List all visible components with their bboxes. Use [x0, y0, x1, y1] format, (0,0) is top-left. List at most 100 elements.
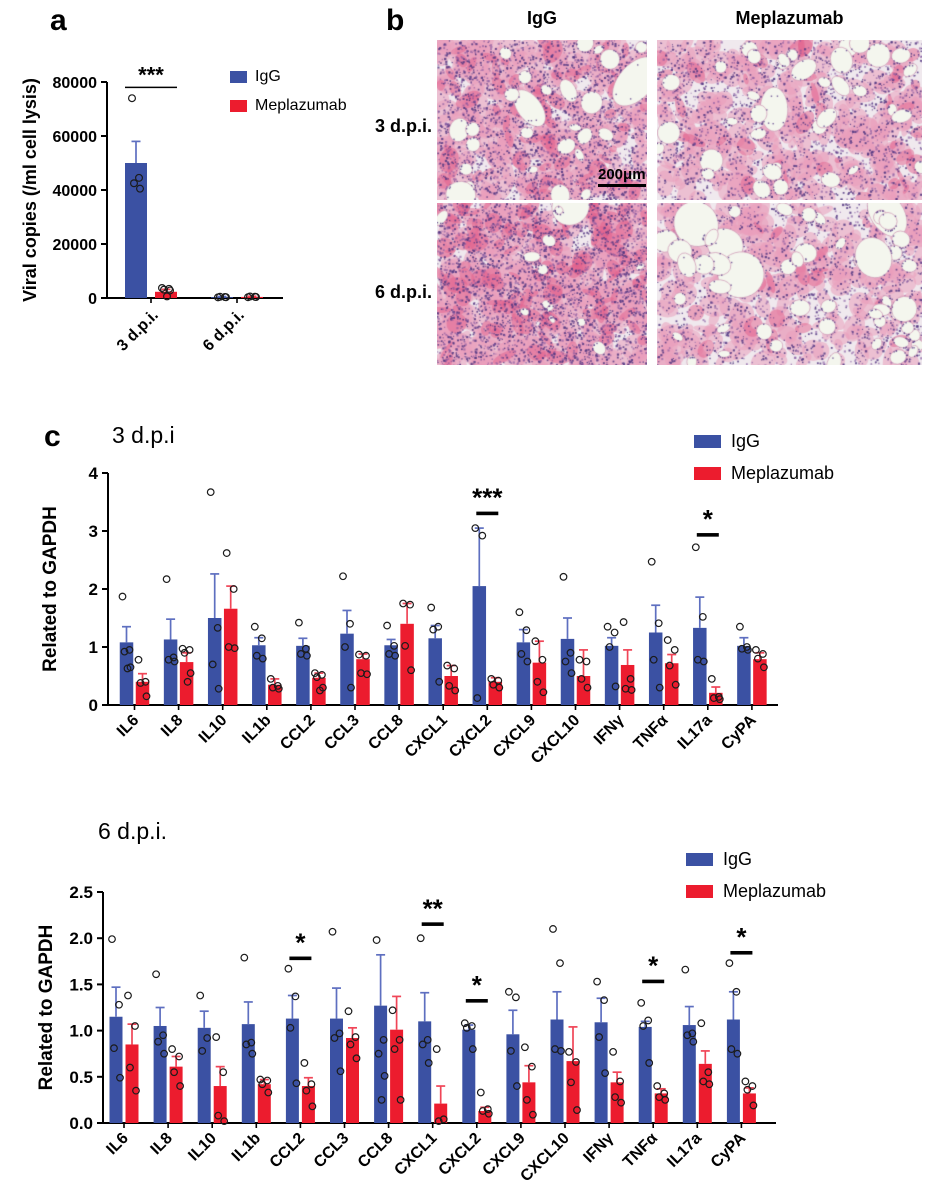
data-point	[134, 655, 143, 664]
data-point	[396, 1096, 405, 1104]
x-tick-label: IL1b	[229, 1130, 264, 1165]
data-point	[163, 292, 172, 301]
data-point	[476, 1088, 485, 1097]
legend-item-igg: IgG	[230, 68, 347, 86]
data-point	[483, 1105, 492, 1114]
significance-line	[476, 511, 499, 516]
data-point	[180, 648, 189, 657]
legend-label-igg: IgG	[723, 849, 753, 869]
data-point	[351, 1033, 360, 1041]
y-tick-label: 2.5	[69, 883, 93, 902]
significance-line	[465, 999, 488, 1003]
y-tick-label: 0	[88, 291, 97, 308]
x-tick-label: TNFα	[631, 712, 672, 753]
panel-c2-legend: IgG Meplazumab	[686, 849, 826, 902]
data-point	[759, 650, 767, 658]
data-point	[573, 1106, 581, 1114]
data-point	[341, 643, 349, 651]
data-point	[627, 686, 636, 694]
data-point	[390, 1045, 399, 1053]
data-point	[495, 683, 504, 692]
data-point	[619, 618, 628, 626]
data-point	[401, 641, 410, 650]
data-point	[186, 669, 195, 678]
y-tick-label: 60000	[53, 129, 98, 146]
y-tick-label: 0.0	[69, 1114, 93, 1133]
data-point	[335, 1029, 344, 1038]
x-tick-label: CCL8	[365, 712, 407, 754]
data-point	[128, 94, 137, 103]
data-point	[512, 993, 520, 1002]
bar	[252, 645, 266, 705]
x-tick-label: 3 d.p.i.	[114, 307, 162, 355]
panel-b-col-header-meplazumab: Meplazumab	[735, 8, 844, 28]
x-tick-label: CXCL10	[528, 712, 583, 767]
bar	[682, 1025, 696, 1123]
meplazumab-color-swatch	[230, 100, 247, 112]
x-tick-label: CXCL2	[436, 1130, 485, 1179]
data-point	[749, 1101, 758, 1110]
data-point	[198, 1047, 207, 1055]
data-point	[467, 1022, 476, 1030]
data-point	[313, 673, 321, 682]
data-point	[515, 608, 524, 617]
data-point	[165, 284, 174, 293]
data-point	[434, 1117, 443, 1126]
data-point	[152, 970, 161, 979]
x-tick-label: CyPA	[718, 711, 760, 753]
bar	[356, 659, 370, 705]
bar	[400, 623, 414, 705]
significance-line	[289, 956, 312, 961]
x-tick-label: CCL3	[321, 712, 363, 754]
data-point	[748, 1082, 757, 1090]
x-tick-label: IFNγ	[591, 712, 628, 749]
data-point	[295, 618, 303, 627]
data-point	[744, 645, 752, 654]
data-point	[732, 987, 741, 996]
significance-label: ***	[138, 62, 164, 87]
data-point	[126, 1063, 134, 1072]
bar	[610, 1082, 624, 1123]
bar	[330, 1018, 343, 1123]
data-point	[432, 1045, 441, 1053]
data-point	[247, 1038, 256, 1047]
data-point	[583, 683, 592, 692]
bar	[594, 1022, 608, 1123]
y-tick-label: 20000	[53, 237, 98, 254]
y-tick-label: 40000	[53, 183, 98, 200]
scale-bar: 200μm	[598, 166, 646, 188]
data-point	[118, 592, 127, 601]
data-point	[681, 965, 690, 974]
bar	[346, 1037, 359, 1123]
data-point	[565, 1047, 573, 1056]
data-point	[372, 936, 381, 944]
bar	[268, 684, 282, 705]
data-point	[699, 657, 708, 666]
bar	[560, 638, 575, 705]
data-point	[507, 1047, 515, 1055]
x-tick-label: 6 d.p.i.	[200, 307, 248, 355]
data-point	[462, 1023, 471, 1032]
x-tick-label: CCL8	[355, 1130, 397, 1172]
data-point	[654, 619, 663, 628]
data-point	[219, 1068, 228, 1077]
data-point	[572, 1058, 580, 1066]
bar	[285, 1018, 299, 1123]
significance-label: *	[472, 970, 483, 1000]
data-point	[539, 688, 548, 697]
bar	[550, 1019, 564, 1123]
data-point	[617, 1098, 625, 1107]
data-point	[141, 677, 150, 686]
data-point	[450, 664, 459, 673]
viral-copies-chart: 0 20000 40000 60000 80000 Viral copies (/ml c…	[20, 62, 283, 355]
data-point	[429, 625, 438, 634]
data-point	[637, 998, 646, 1007]
significance-line	[696, 533, 719, 537]
x-tick-label: IL10	[185, 1130, 220, 1165]
data-point	[214, 1111, 223, 1120]
data-point	[377, 1096, 386, 1104]
y-tick-label: 0.5	[69, 1068, 93, 1087]
data-point	[131, 1022, 139, 1030]
data-point	[203, 1034, 212, 1042]
histology-image-6dpi-meplazumab	[657, 203, 922, 365]
